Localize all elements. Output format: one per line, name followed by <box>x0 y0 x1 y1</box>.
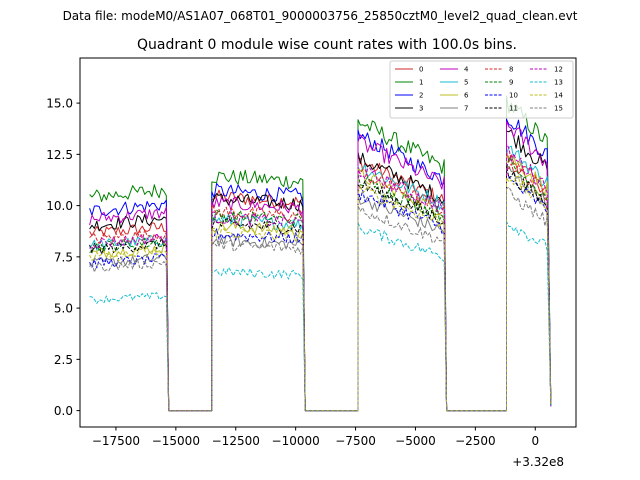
y-tick-label-1: 2.5 <box>54 353 73 367</box>
y-tick-label-2: 5.0 <box>54 302 73 316</box>
y-tick-label-0: 0.0 <box>54 404 73 418</box>
series-line-10 <box>89 175 552 412</box>
legend-label-2: 2 <box>419 92 423 100</box>
series-line-4 <box>89 120 552 412</box>
legend-label-5: 5 <box>464 79 468 87</box>
figure-suptitle: Data file: modeM0/AS1A07_068T01_90000037… <box>63 9 578 23</box>
series-line-11 <box>89 165 552 412</box>
series-line-3 <box>89 129 552 412</box>
x-tick-label-3: −10000 <box>272 434 320 448</box>
axis-layer: −17500 −15000 −12500 −10000 −7500 −5000 −2500 0… <box>46 97 539 448</box>
series-line-13 <box>89 221 552 412</box>
legend-box <box>389 60 574 119</box>
legend-label-7: 7 <box>464 105 468 113</box>
x-tick-label-6: −2500 <box>455 434 496 448</box>
series-line-15 <box>89 186 552 412</box>
x-tick-label-0: −17500 <box>92 434 140 448</box>
series-layer <box>89 95 552 412</box>
legend-label-1: 1 <box>419 79 423 87</box>
x-offset-label: +3.32e8 <box>512 455 564 469</box>
legend-label-9: 9 <box>509 79 513 87</box>
legend-label-11: 11 <box>509 105 518 113</box>
series-line-12 <box>89 143 552 412</box>
x-tick-label-7: 0 <box>531 434 539 448</box>
y-tick-label-5: 12.5 <box>46 148 73 162</box>
chart-title: Quadrant 0 module wise count rates with … <box>137 37 517 53</box>
plot-frame <box>79 57 577 428</box>
legend-label-13: 13 <box>554 79 563 87</box>
legend-label-10: 10 <box>509 92 518 100</box>
legend-label-15: 15 <box>554 105 563 113</box>
legend-label-6: 6 <box>464 92 469 100</box>
x-tick-label-2: −12500 <box>212 434 260 448</box>
x-tick-label-1: −15000 <box>152 434 200 448</box>
series-line-2 <box>89 118 552 412</box>
y-tick-label-3: 7.5 <box>54 250 73 264</box>
y-tick-label-6: 15.0 <box>46 97 73 111</box>
series-line-9 <box>89 157 552 412</box>
legend-label-8: 8 <box>509 66 513 74</box>
series-line-14 <box>89 175 552 412</box>
legend-label-0: 0 <box>419 66 423 74</box>
legend-label-3: 3 <box>419 105 423 113</box>
x-tick-label-5: −5000 <box>395 434 436 448</box>
series-line-8 <box>89 163 552 412</box>
y-tick-label-4: 10.0 <box>46 199 73 213</box>
legend-label-12: 12 <box>554 66 563 74</box>
legend-label-4: 4 <box>464 66 469 74</box>
legend-label-14: 14 <box>554 92 563 100</box>
series-line-0 <box>89 149 552 412</box>
x-tick-label-4: −7500 <box>335 434 376 448</box>
series-line-1 <box>89 95 552 412</box>
